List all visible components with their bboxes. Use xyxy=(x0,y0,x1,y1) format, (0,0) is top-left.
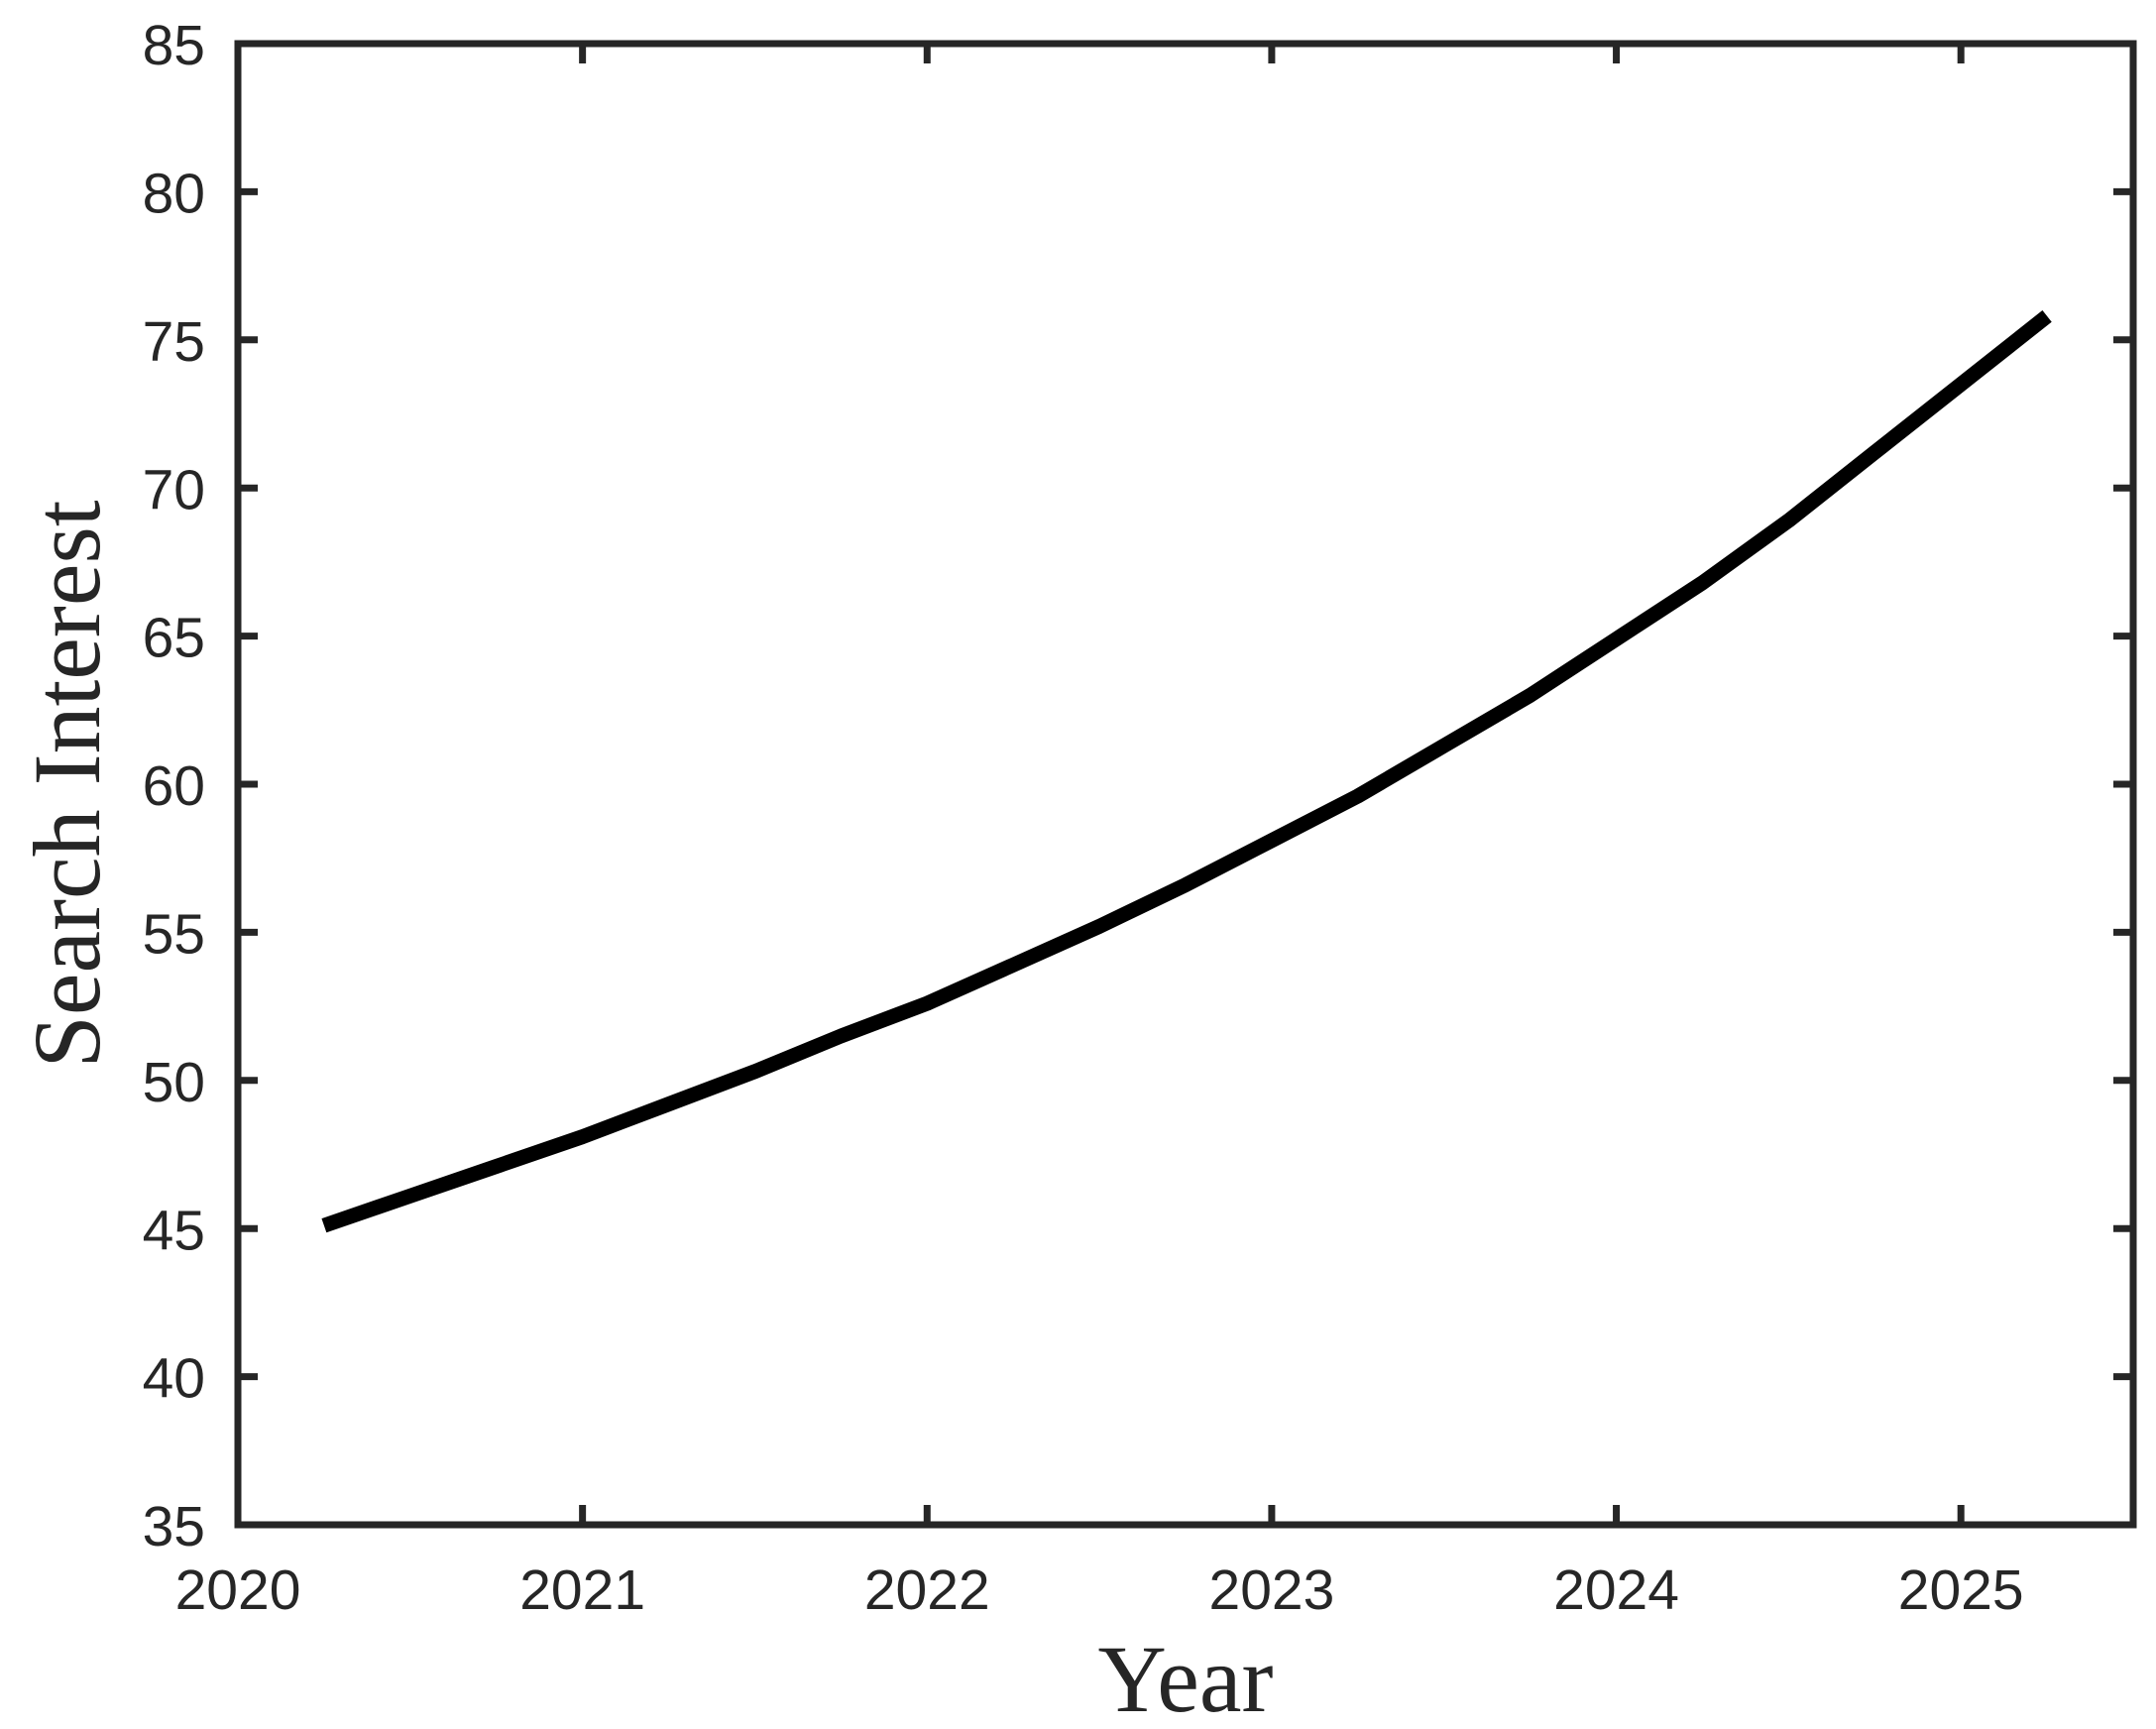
y-tick-label: 65 xyxy=(143,607,205,670)
x-tick-label: 2020 xyxy=(175,1558,301,1622)
x-axis-label: Year xyxy=(1098,1626,1274,1729)
series-group xyxy=(321,310,2052,1233)
y-tick-label: 40 xyxy=(143,1347,205,1411)
y-tick-label: 80 xyxy=(143,162,205,225)
axes-box-group xyxy=(234,40,2137,1529)
y-tick-label: 45 xyxy=(143,1199,205,1262)
series-line-search-interest-trend xyxy=(321,310,2052,1233)
x-tick-label: 2025 xyxy=(1898,1558,2024,1622)
y-tick-label: 60 xyxy=(143,754,205,818)
x-tick-label: 2021 xyxy=(519,1558,645,1622)
y-tick-labels-group: 35 40 45 50 55 60 65 70 75 80 85 xyxy=(143,14,205,1558)
y-tick-label: 50 xyxy=(143,1051,205,1114)
x-tick-label: 2022 xyxy=(864,1558,990,1622)
x-tick-label: 2023 xyxy=(1209,1558,1335,1622)
y-tick-label: 70 xyxy=(143,458,205,521)
y-tick-label: 55 xyxy=(143,902,205,966)
x-tick-label: 2024 xyxy=(1553,1558,1679,1622)
tick-marks-group xyxy=(234,40,2133,1529)
y-tick-label: 85 xyxy=(143,14,205,77)
x-tick-labels-group: 2020 2021 2022 2023 2024 2025 xyxy=(175,1558,2024,1622)
y-tick-label: 35 xyxy=(143,1495,205,1558)
y-tick-label: 75 xyxy=(143,310,205,374)
y-axis-label: Search Interest xyxy=(14,500,120,1068)
axes-box xyxy=(234,40,2137,1529)
